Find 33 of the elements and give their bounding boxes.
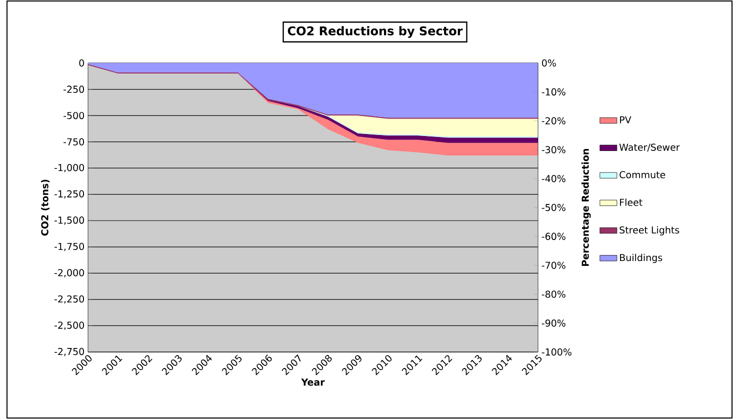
y2-tick-label: -10%: [542, 88, 566, 96]
y2-tick-label: -60%: [542, 232, 566, 240]
y-axis-title: CO2 (tons): [41, 180, 50, 236]
y2-tick-label: -20%: [542, 117, 566, 124]
y2-tick-label: -70%: [542, 262, 566, 269]
y-tick-label: -2,750: [54, 348, 84, 356]
y2-axis-title: Percentage Reduction: [582, 149, 591, 266]
y-tick-label: -1,750: [54, 242, 84, 251]
x-axis-title: Year: [301, 378, 325, 386]
y2-tick-label: -90%: [542, 320, 566, 327]
y-tick-label: -2,250: [54, 295, 84, 304]
y2-tick-label: -50%: [542, 204, 566, 212]
y-tick-label: 0: [79, 59, 84, 67]
y2-tick-label: -30%: [542, 146, 566, 154]
chart-title: CO2 Reductions by Sector: [288, 26, 463, 38]
y-tick-label: -1,000: [54, 164, 84, 172]
y2-tick-label: -100%: [542, 348, 572, 356]
legend-label: Water/Sewer: [619, 144, 680, 152]
y2-tick-label: -40%: [542, 175, 566, 182]
y-tick-label: -2,000: [54, 269, 84, 278]
legend-label: Street Lights: [620, 226, 680, 236]
legend-label: PV: [620, 116, 632, 124]
y2-tick-label: -80%: [542, 290, 566, 298]
y-tick-label: -250: [64, 86, 84, 93]
legend-label: Buildings: [620, 254, 662, 264]
y-tick-label: -750: [64, 138, 84, 146]
y2-tick-label: 0%: [542, 59, 556, 67]
legend-label: Commute: [620, 171, 666, 178]
legend-label: Fleet: [620, 198, 642, 206]
y-tick-label: -1,500: [54, 216, 84, 225]
y-tick-label: -500: [64, 112, 84, 120]
y-tick-label: -2,500: [54, 322, 84, 330]
y-tick-label: -1,250: [54, 190, 84, 198]
